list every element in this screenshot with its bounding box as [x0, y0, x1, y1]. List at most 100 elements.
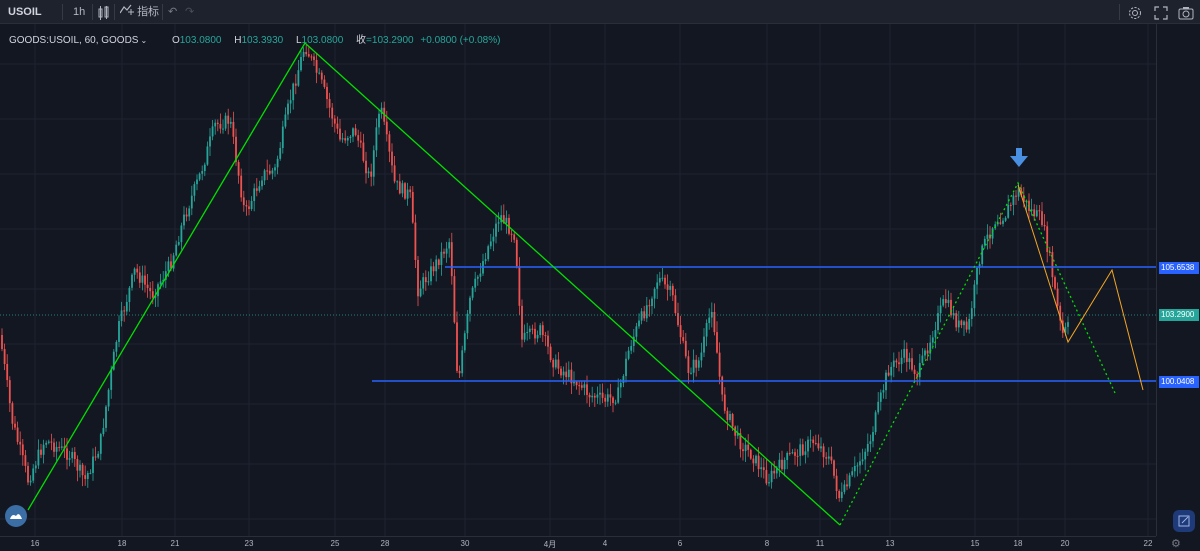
candle-body [19, 441, 22, 445]
axis-settings[interactable]: ⚙ [1156, 536, 1200, 551]
candle-body [102, 427, 105, 435]
candle-body [313, 56, 315, 60]
redo-icon[interactable]: ↷ [185, 6, 195, 18]
projected-trend-line [839, 181, 1116, 526]
candle-body [752, 458, 755, 464]
candle-body [146, 284, 149, 288]
candle-body [310, 56, 313, 58]
candle-body [53, 442, 55, 452]
candle-body [541, 325, 544, 336]
candle-body [760, 467, 763, 470]
undo-icon[interactable]: ↶ [168, 6, 178, 18]
candle-body [328, 99, 331, 108]
legend-title[interactable]: GOODS:USOIL, 60, GOODS [9, 35, 139, 46]
tradingview-logo-button[interactable] [5, 505, 27, 527]
candle-body [890, 366, 893, 376]
candle-body [175, 244, 178, 256]
candle-body [172, 255, 175, 269]
chevron-down-icon[interactable]: ⌄ [140, 36, 148, 45]
candle-body [427, 281, 430, 283]
candle-body [900, 357, 903, 365]
candle-body [955, 313, 958, 328]
candle-body [934, 330, 937, 338]
time-tick-label: 4 [602, 539, 608, 548]
zigzag-trend-line [27, 41, 841, 526]
candle-body [424, 277, 427, 283]
candle-body [287, 103, 289, 115]
candle-body [744, 444, 747, 452]
candle-body [469, 297, 471, 314]
candle-body [237, 162, 240, 176]
compare-icon[interactable] [98, 5, 110, 20]
candle-body [557, 359, 560, 369]
candle-body [112, 351, 115, 370]
candle-body [892, 360, 895, 367]
candle-body [294, 83, 297, 86]
candle-body [952, 313, 955, 316]
candle-body [669, 285, 672, 290]
symbol-legend: GOODS:USOIL, 60, GOODS ⌄ O103.0800 H103.3… [9, 31, 500, 46]
candle-body [921, 355, 924, 363]
candle-body [1046, 226, 1049, 253]
candle-body [593, 395, 596, 398]
candle-body [950, 299, 952, 316]
candle-body [838, 490, 841, 499]
candle-body [250, 201, 253, 209]
candle-body [170, 261, 172, 269]
candle-body [326, 86, 328, 100]
indicators-label: 指标 [137, 6, 160, 18]
time-tick-label: 22 [1143, 539, 1153, 548]
candle-body [37, 449, 40, 466]
candle-body [916, 374, 919, 378]
candle-body [528, 328, 531, 332]
interval-button[interactable]: 1h [73, 6, 86, 18]
candle-body [632, 336, 635, 346]
camera-icon[interactable] [1178, 5, 1194, 20]
candle-body [588, 394, 591, 398]
candle-body [391, 151, 393, 166]
candle-body [578, 385, 581, 387]
candle-body [960, 320, 963, 326]
candle-body [45, 442, 48, 445]
candle-body [1007, 204, 1010, 218]
time-tick-label: 23 [244, 539, 254, 548]
candle-body [68, 458, 71, 460]
price-label-current: 103.2900 [1159, 309, 1199, 321]
drawing-edit-button[interactable] [1173, 510, 1195, 532]
price-chart[interactable] [0, 24, 1156, 536]
candle-body [983, 238, 986, 246]
time-tick-label: 4月 [543, 540, 557, 549]
candle-body [622, 376, 625, 383]
settings-small-icon[interactable]: ⚙ [1171, 538, 1181, 550]
candle-body [742, 449, 744, 452]
time-axis[interactable] [0, 536, 1156, 551]
time-tick-label: 25 [330, 539, 340, 548]
candle-body [419, 288, 422, 297]
candle-body [232, 121, 235, 137]
candle-body [47, 441, 50, 443]
candle-body [89, 472, 92, 474]
time-tick-label: 18 [117, 539, 127, 548]
candle-body [136, 268, 139, 273]
projection-path [1017, 184, 1144, 391]
candle-body [466, 313, 469, 334]
candle-body [245, 205, 248, 207]
candle-body [388, 134, 391, 152]
candle-body [118, 320, 120, 342]
indicators-button[interactable]: 指标 [119, 0, 160, 24]
symbol-search[interactable]: USOIL [8, 6, 42, 18]
candle-body [292, 83, 295, 101]
candle-body [24, 455, 27, 466]
candle-body [149, 287, 152, 292]
candle-body [385, 121, 388, 135]
price-axis[interactable] [1156, 24, 1200, 536]
down-arrow-icon [1010, 148, 1028, 167]
candle-body [664, 277, 666, 285]
candle-body [809, 439, 812, 441]
toolbar-divider [1119, 4, 1120, 20]
gear-icon[interactable] [1128, 5, 1142, 19]
candle-body [255, 188, 258, 191]
candle-body [349, 136, 352, 138]
fullscreen-icon[interactable] [1154, 5, 1168, 20]
candle-body [357, 135, 360, 141]
